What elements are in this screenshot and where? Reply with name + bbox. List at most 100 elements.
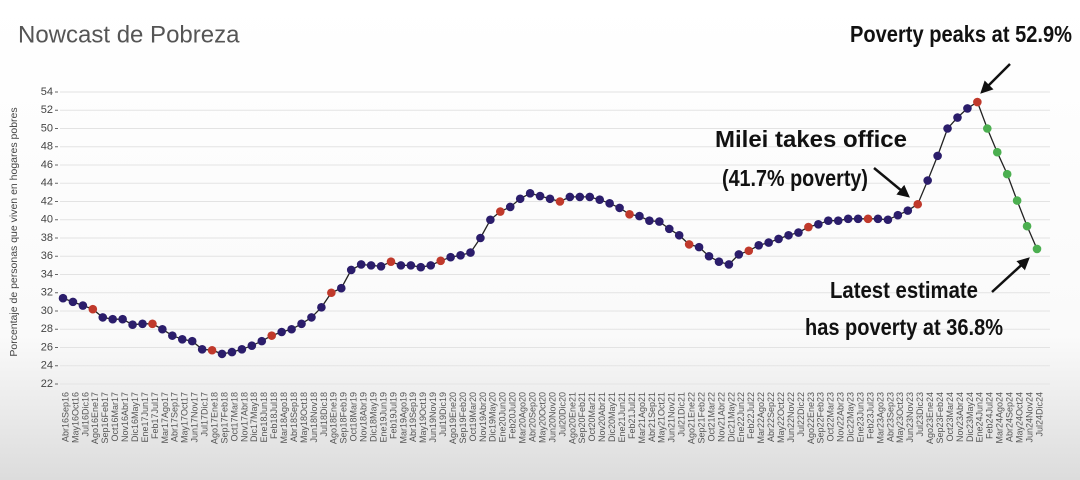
x-tick-label: Sep16Feb17 bbox=[100, 392, 110, 444]
x-tick-label: Nov16Abr17 bbox=[120, 392, 130, 442]
x-tick-label: Feb21Jul21 bbox=[627, 392, 637, 439]
y-axis-label: Porcentaje de personas que viven en hoga… bbox=[8, 107, 20, 356]
annotation: has poverty at 36.8% bbox=[805, 314, 1003, 340]
point bbox=[58, 293, 68, 303]
point bbox=[267, 331, 277, 340]
x-tick-label: Feb23Jul23 bbox=[865, 392, 875, 439]
point bbox=[903, 206, 913, 215]
point bbox=[724, 260, 734, 269]
point bbox=[853, 214, 863, 224]
x-tick-label: Jul16Dic16 bbox=[80, 392, 90, 437]
x-tick-label: Jun20Nov20 bbox=[547, 392, 557, 443]
point bbox=[545, 194, 555, 204]
point bbox=[963, 104, 972, 113]
x-tick-label: Ene20Jun20 bbox=[498, 392, 508, 443]
point bbox=[804, 222, 813, 232]
x-tick-label: Oct21Mar22 bbox=[706, 392, 716, 442]
point bbox=[645, 216, 654, 225]
y-tick-label: 46 bbox=[41, 159, 53, 171]
x-tick-label: Nov21Abr22 bbox=[716, 392, 726, 442]
x-tick-label: Ene24Jun24 bbox=[975, 392, 985, 443]
x-tick-label: May23Oct23 bbox=[895, 392, 905, 443]
point bbox=[943, 124, 952, 133]
point bbox=[158, 324, 167, 334]
x-tick-label: Dic19May20 bbox=[488, 392, 498, 442]
x-tick-label: Feb22Jul22 bbox=[746, 392, 756, 439]
x-tick-label: Jul22Dic22 bbox=[796, 392, 806, 437]
point bbox=[307, 313, 316, 322]
annotation: (41.7% poverty) bbox=[722, 165, 868, 191]
point bbox=[744, 246, 754, 256]
x-tick-label: Ene18Jun18 bbox=[259, 392, 269, 443]
x-tick-label: Jul17Dic17 bbox=[200, 392, 210, 437]
point bbox=[317, 303, 326, 312]
point bbox=[863, 214, 873, 224]
point bbox=[336, 283, 346, 293]
x-tick-label: Feb19Jul19 bbox=[388, 392, 398, 439]
x-tick-label: Feb18Jul18 bbox=[269, 392, 279, 439]
point bbox=[565, 192, 575, 202]
x-tick-label: Abr17Sep17 bbox=[170, 392, 180, 442]
point bbox=[118, 314, 127, 324]
point bbox=[138, 319, 147, 329]
point bbox=[664, 224, 674, 234]
x-tick-label: Jun22Nov22 bbox=[786, 392, 796, 443]
point bbox=[416, 262, 426, 272]
point bbox=[983, 124, 992, 133]
point bbox=[555, 197, 565, 206]
point bbox=[98, 313, 108, 322]
point bbox=[774, 234, 783, 244]
x-tick-label: Ago23Ene24 bbox=[925, 392, 935, 444]
x-tick-label: Jun18Nov18 bbox=[309, 392, 319, 443]
point bbox=[714, 257, 724, 267]
arrow bbox=[873, 167, 910, 198]
x-tick-label: Nov19Abr20 bbox=[478, 392, 488, 442]
x-tick-label: Dic17May18 bbox=[249, 392, 259, 442]
point bbox=[1002, 169, 1012, 179]
x-tick-label: Oct18Mar19 bbox=[349, 392, 359, 442]
point bbox=[346, 265, 356, 275]
point bbox=[297, 319, 306, 329]
point bbox=[227, 347, 237, 357]
x-tick-label: Ene17Jun17 bbox=[140, 392, 150, 443]
x-tick-label: Jun23Nov23 bbox=[905, 392, 915, 443]
y-tick-label: 48 bbox=[41, 141, 53, 153]
x-tick-label: Ene19Jun19 bbox=[378, 392, 388, 443]
x-tick-label: Abr22Sep22 bbox=[766, 392, 776, 442]
x-tick-label: Feb24Jul24 bbox=[985, 392, 995, 439]
x-tick-label: Dic20May21 bbox=[607, 392, 617, 442]
x-tick-label: Nov22Abr23 bbox=[836, 392, 846, 442]
point bbox=[953, 113, 962, 122]
x-tick-label: Jun24Nov24 bbox=[1024, 392, 1034, 443]
point bbox=[456, 251, 465, 260]
y-tick-label: 28 bbox=[41, 323, 53, 335]
x-tick-label: Ene23Jun23 bbox=[855, 392, 865, 443]
point bbox=[148, 319, 157, 329]
x-tick-label: Mar19Ago19 bbox=[398, 392, 408, 444]
x-tick-label: Nov20Abr21 bbox=[597, 392, 607, 442]
x-tick-label: Ago19Ene20 bbox=[448, 392, 458, 444]
point bbox=[515, 194, 525, 204]
x-tick-label: Ene21Jun21 bbox=[617, 392, 627, 443]
point bbox=[754, 241, 764, 250]
y-tick-label: 24 bbox=[41, 360, 53, 372]
x-tick-label: Abr16Sep16 bbox=[60, 392, 70, 442]
x-tick-label: Dic22May23 bbox=[846, 392, 856, 442]
point bbox=[376, 261, 386, 271]
point bbox=[197, 345, 207, 354]
x-tick-label: Oct17Mar18 bbox=[229, 392, 239, 442]
x-tick-label: Sep22Feb23 bbox=[816, 392, 826, 444]
x-tick-label: Nov23Abr24 bbox=[955, 392, 965, 442]
y-tick-label: 30 bbox=[41, 305, 53, 317]
y-tick-label: 52 bbox=[41, 104, 53, 116]
y-tick-label: 26 bbox=[41, 341, 53, 353]
point bbox=[833, 216, 843, 225]
point bbox=[177, 334, 187, 344]
x-tick-label: May21Oct21 bbox=[657, 392, 667, 443]
point bbox=[88, 304, 98, 314]
point bbox=[873, 214, 883, 224]
x-tick-label: May17Oct17 bbox=[180, 392, 190, 443]
x-tick-label: Abr18Sep18 bbox=[289, 392, 299, 442]
x-tick-label: Dic21May22 bbox=[726, 392, 736, 442]
